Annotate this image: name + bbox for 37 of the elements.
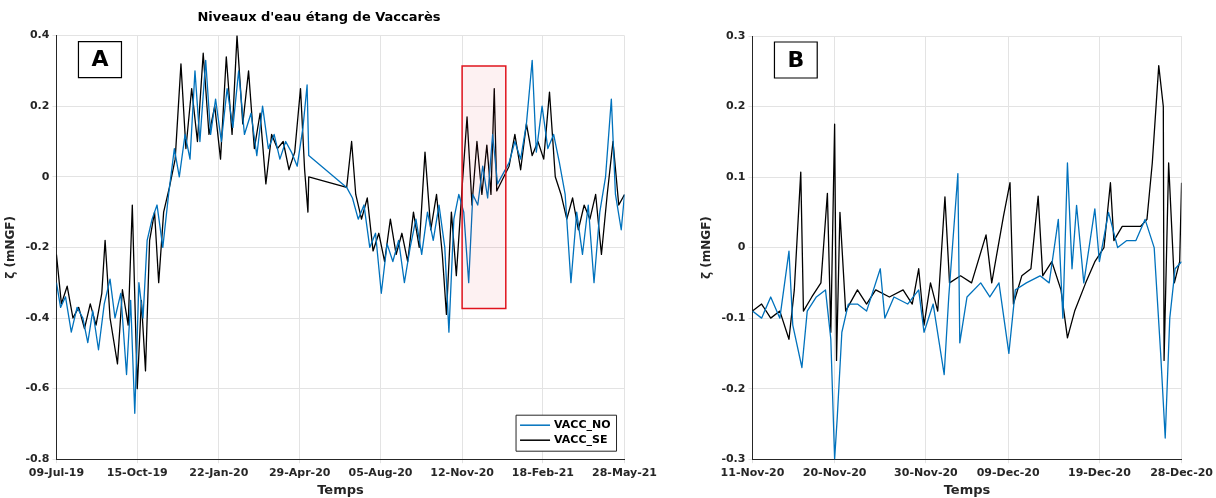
annotation: B (787, 46, 805, 72)
legend-label: VACC_NO (554, 418, 611, 432)
x-tick-label: 09-Jul-19 (28, 465, 85, 479)
y-tick-label: 0.1 (725, 169, 746, 183)
x-tick-label: 15-Oct-19 (106, 465, 168, 479)
y-tick-label: 0 (737, 240, 746, 254)
x-tick-label: 19-Dec-20 (1067, 465, 1132, 479)
chart-title: Niveaux d'eau étang de Vaccarès (197, 9, 441, 25)
x-axis-title: Temps (317, 481, 365, 497)
x-tick-label: 12-Nov-20 (430, 465, 495, 479)
x-axis-title: Temps (943, 481, 991, 497)
y-tick-label: -0.2 (25, 240, 50, 254)
x-tick-label: 18-Feb-21 (511, 465, 574, 479)
y-tick-label: -0.8 (25, 452, 50, 466)
x-tick-label: 22-Jan-20 (189, 465, 249, 479)
y-tick-label: 0 (41, 169, 50, 183)
y-tick-label: -0.1 (721, 310, 746, 324)
x-tick-label: 28-May-21 (592, 465, 657, 479)
y-axis-title: ζ (mNGF) (3, 215, 18, 279)
x-tick-label: 09-Dec-20 (976, 465, 1040, 479)
x-tick-label: 29-Apr-20 (268, 465, 331, 479)
y-tick-label: 0.2 (725, 99, 746, 113)
x-tick-label: 05-Aug-20 (348, 465, 413, 479)
x-tick-label: 28-Dec-20 (1150, 465, 1214, 479)
y-tick-label: -0.6 (25, 381, 50, 395)
y-tick-label: 0.4 (29, 28, 50, 42)
x-tick-label: 30-Nov-20 (894, 465, 959, 479)
y-tick-label: 0.2 (29, 99, 50, 113)
y-tick-label: -0.2 (721, 381, 746, 395)
annotation: A (91, 46, 109, 72)
y-tick-label: 0.3 (725, 28, 746, 42)
y-tick-label: -0.3 (721, 452, 746, 466)
y-axis-title: ζ (mNGF) (699, 216, 714, 280)
y-tick-label: -0.4 (25, 310, 50, 324)
legend-label: VACC_SE (554, 433, 608, 447)
x-tick-label: 11-Nov-20 (720, 465, 785, 479)
x-tick-label: 20-Nov-20 (802, 465, 867, 479)
